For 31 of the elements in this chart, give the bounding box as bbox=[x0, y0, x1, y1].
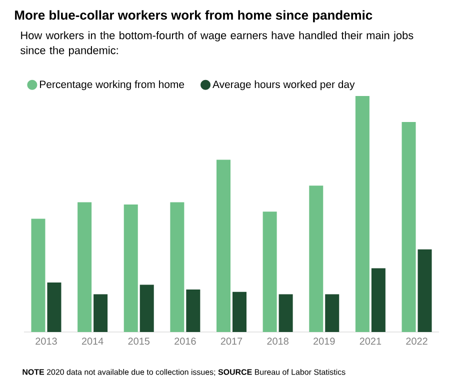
chart-title: More blue-collar workers work from home since pandemic bbox=[15, 10, 372, 22]
bar bbox=[78, 202, 92, 332]
bar bbox=[47, 282, 62, 332]
x-tick-label: 2019 bbox=[314, 338, 335, 345]
x-tick-label: 2017 bbox=[220, 338, 242, 345]
bar bbox=[355, 96, 370, 332]
x-tick-label: 2013 bbox=[36, 338, 57, 345]
bar bbox=[216, 160, 231, 332]
bar bbox=[262, 212, 277, 332]
bar bbox=[31, 218, 46, 332]
bar bbox=[170, 202, 184, 332]
x-tick-label: 2015 bbox=[128, 338, 150, 345]
bar bbox=[371, 268, 386, 332]
bar bbox=[402, 122, 416, 332]
bar bbox=[232, 292, 246, 332]
bar bbox=[186, 290, 200, 332]
legend-label: Percentage working from home bbox=[40, 80, 184, 90]
bar bbox=[278, 294, 293, 332]
bar bbox=[309, 186, 324, 332]
legend-label: Average hours worked per day bbox=[212, 80, 355, 90]
bar bbox=[418, 249, 432, 332]
x-tick-label: 2022 bbox=[406, 338, 428, 345]
chart-subtitle: How workers in the bottom-fourth of wage earners have handled their main jobs since the pandemic: bbox=[20, 31, 414, 56]
bar bbox=[325, 294, 340, 332]
x-tick-label: 2021 bbox=[360, 338, 382, 345]
x-tick-label: 2018 bbox=[267, 338, 288, 345]
x-tick-label: 2016 bbox=[174, 338, 196, 345]
x-tick-label: 2014 bbox=[82, 338, 104, 345]
bar bbox=[140, 284, 154, 332]
bar bbox=[94, 294, 108, 332]
bar bbox=[124, 204, 138, 332]
